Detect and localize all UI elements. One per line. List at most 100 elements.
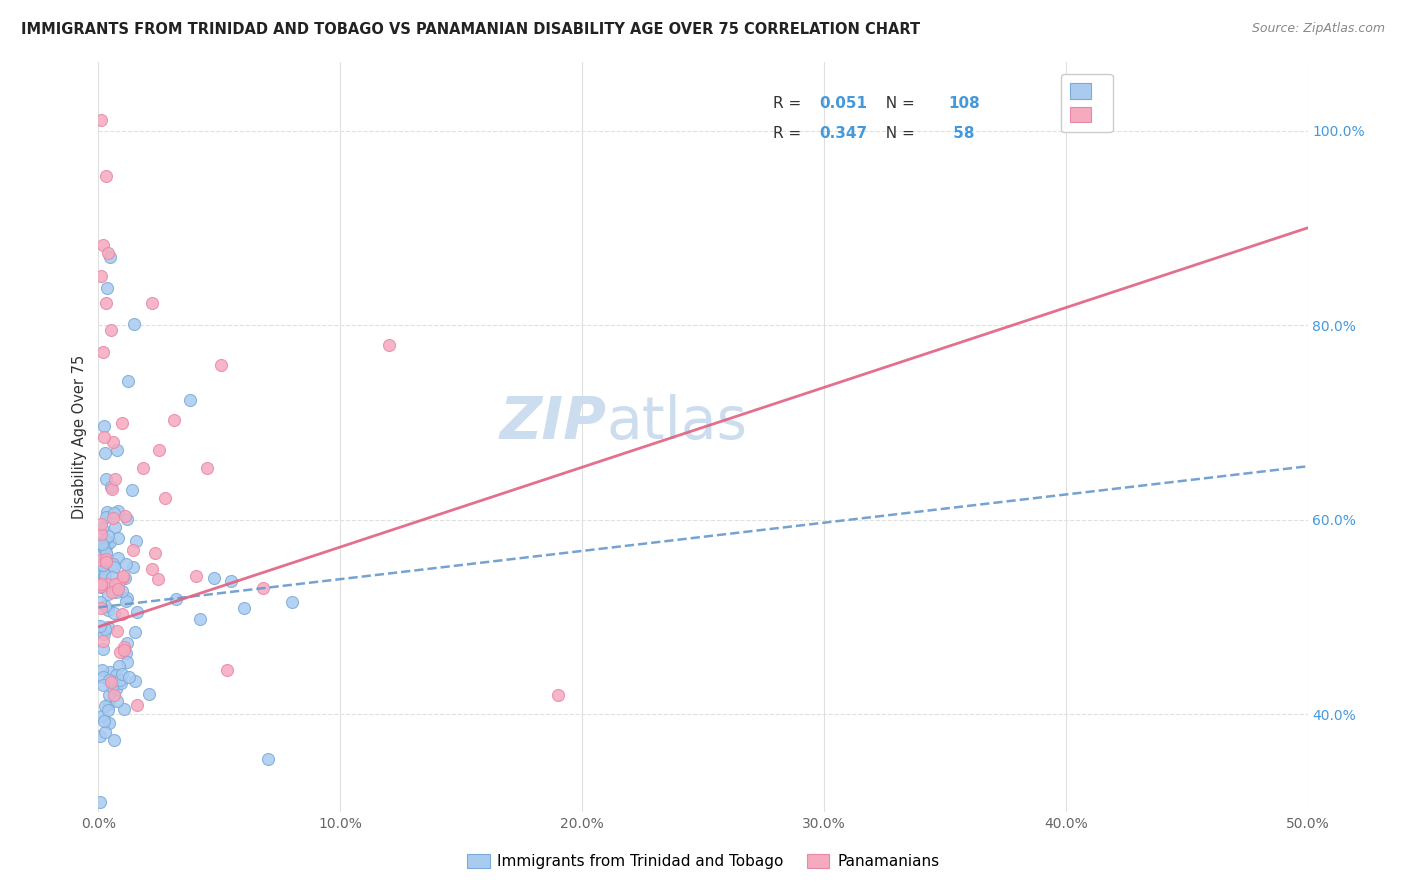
Point (101, 511, 124, 525)
Point (115, 591, 138, 605)
Point (91, 709, 114, 723)
Point (115, 656, 138, 670)
Point (103, 506, 125, 520)
Point (89, 595, 111, 609)
Point (256, 752, 278, 766)
Point (112, 640, 135, 654)
Text: R =: R = (773, 96, 806, 112)
Point (215, 663, 238, 677)
Point (103, 688, 125, 702)
Point (93, 698, 115, 713)
Point (108, 658, 131, 673)
Point (94, 169, 117, 184)
Point (101, 482, 124, 496)
Point (94, 568, 117, 582)
Text: Source: ZipAtlas.com: Source: ZipAtlas.com (1251, 22, 1385, 36)
Point (121, 559, 143, 574)
Point (94, 472, 117, 486)
Text: 108: 108 (949, 96, 980, 112)
Point (195, 461, 218, 475)
Point (114, 508, 136, 523)
Point (98, 665, 121, 679)
Point (97, 688, 120, 702)
Point (100, 323, 122, 337)
Point (114, 571, 136, 585)
Point (93, 572, 115, 586)
Point (96, 281, 118, 295)
Point (115, 636, 138, 650)
Point (124, 674, 146, 689)
Point (112, 642, 135, 657)
Point (104, 681, 127, 696)
Point (93, 541, 115, 555)
Point (89, 561, 111, 575)
Y-axis label: Disability Age Over 75: Disability Age Over 75 (72, 355, 87, 519)
Point (91, 579, 114, 593)
Point (141, 296, 163, 310)
Point (89, 795, 111, 809)
Point (112, 570, 135, 584)
Point (103, 582, 125, 596)
Point (132, 460, 155, 475)
Point (94, 546, 117, 560)
Point (96, 506, 118, 520)
Point (97, 697, 120, 711)
Point (90, 600, 112, 615)
Point (89, 558, 111, 572)
Point (100, 681, 122, 695)
Point (89, 549, 111, 563)
Point (148, 443, 170, 458)
Point (121, 543, 143, 558)
Point (96, 546, 118, 560)
Point (112, 701, 135, 715)
Point (89, 619, 111, 633)
Point (94, 296, 117, 310)
Point (186, 569, 208, 583)
Point (98, 715, 121, 730)
Point (90, 521, 112, 535)
Point (125, 698, 148, 712)
Legend: Immigrants from Trinidad and Tobago, Panamanians: Immigrants from Trinidad and Tobago, Pan… (461, 847, 945, 875)
Point (107, 531, 129, 545)
Point (96, 575, 118, 590)
Point (104, 520, 127, 534)
Point (91, 345, 114, 359)
Point (188, 612, 211, 626)
Point (94, 552, 117, 566)
Point (143, 546, 166, 560)
Point (94, 554, 117, 568)
Point (90, 577, 112, 591)
Point (94, 553, 117, 567)
Point (100, 674, 122, 689)
Point (89, 729, 111, 743)
Point (96, 577, 118, 591)
Point (93, 678, 115, 692)
Point (107, 582, 129, 597)
Point (94, 725, 117, 739)
Point (103, 559, 125, 574)
Point (232, 600, 254, 615)
Point (115, 512, 138, 526)
Point (96, 603, 118, 617)
Point (90, 561, 112, 575)
Text: IMMIGRANTS FROM TRINIDAD AND TOBAGO VS PANAMANIAN DISABILITY AGE OVER 75 CORRELA: IMMIGRANTS FROM TRINIDAD AND TOBAGO VS P… (21, 22, 920, 37)
Point (105, 624, 128, 639)
Point (96, 538, 118, 552)
Point (91, 558, 114, 572)
Point (98, 534, 121, 549)
Point (91, 670, 114, 684)
Point (165, 592, 187, 607)
Point (103, 606, 125, 620)
Point (94, 510, 117, 524)
Point (91, 238, 114, 252)
Point (112, 569, 135, 583)
Point (166, 824, 188, 838)
Point (104, 576, 127, 591)
Point (252, 581, 274, 595)
Point (93, 429, 115, 443)
Point (91, 663, 114, 677)
Legend: , : , (1060, 74, 1112, 132)
Point (118, 670, 141, 684)
Point (93, 633, 115, 648)
Point (204, 571, 226, 585)
